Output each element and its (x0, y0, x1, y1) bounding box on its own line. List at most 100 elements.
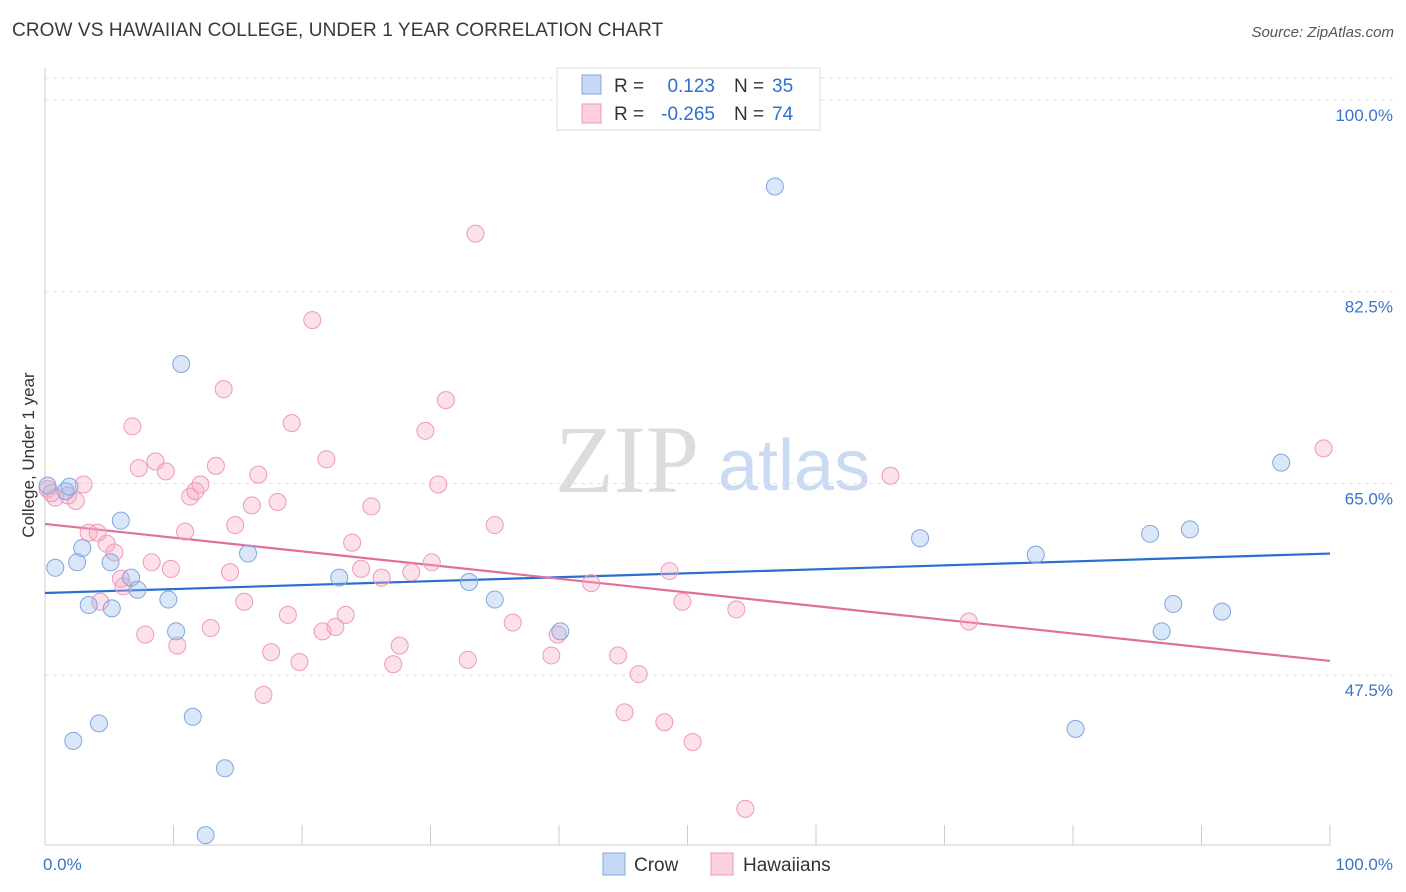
legend-swatch-crow (581, 74, 602, 95)
hawaiians-point-14 (136, 625, 155, 644)
crow-point-3 (64, 731, 83, 750)
crow-point-25 (911, 529, 930, 548)
bottom-legend-swatch-crow (602, 852, 626, 876)
x-tick-label-0: 0.0% (43, 855, 82, 874)
hawaiians-point-44 (352, 559, 371, 578)
legend-hawaiians-n-value: 74 (772, 104, 794, 125)
hawaiians-point-62 (615, 703, 634, 722)
hawaiians-point-60 (582, 574, 601, 593)
legend-hawaiians-r-value: -0.265 (661, 104, 715, 125)
bottom-legend: Crow Hawaiians (602, 852, 831, 876)
legend-crow-n-value: 35 (772, 76, 793, 97)
hawaiians-point-43 (343, 533, 362, 552)
hawaiians-point-17 (156, 462, 175, 481)
hawaiians-point-46 (372, 568, 391, 587)
crow-point-28 (1141, 524, 1160, 543)
crow-point-13 (159, 590, 178, 609)
hawaiians-point-52 (429, 475, 448, 494)
axes (44, 68, 1331, 846)
crow-point-0 (46, 558, 65, 577)
hawaiians-point-55 (466, 224, 485, 243)
hawaiians-point-26 (214, 380, 233, 399)
hawaiians-point-57 (503, 613, 522, 632)
crow-point-2 (60, 477, 79, 496)
hawaiians-point-35 (278, 605, 297, 624)
hawaiians-point-47 (384, 655, 403, 674)
hawaiians-trend-line (44, 522, 1331, 663)
crow-point-10 (111, 511, 130, 530)
crow-point-32 (1213, 602, 1232, 621)
watermark-atlas: atlas (718, 426, 870, 506)
bottom-legend-swatch-hawaiians (710, 852, 734, 876)
hawaiians-point-37 (290, 653, 309, 672)
hawaiians-point-66 (673, 592, 692, 611)
hawaiians-point-65 (660, 562, 679, 581)
hawaiians-points (38, 224, 1333, 818)
crow-point-19 (239, 544, 258, 563)
crow-point-17 (196, 826, 215, 845)
crow-point-23 (551, 622, 570, 641)
chart-source: Source: ZipAtlas.com (1251, 24, 1394, 41)
crow-point-9 (102, 599, 121, 618)
bottom-legend-hawaiians: Hawaiians (743, 855, 831, 876)
crow-point-31 (1180, 520, 1199, 539)
crow-point-33 (1272, 453, 1291, 472)
hawaiians-point-7 (91, 592, 110, 611)
hawaiians-point-51 (422, 553, 441, 572)
hawaiians-point-29 (235, 592, 254, 611)
hawaiians-point-9 (105, 543, 124, 562)
crow-point-29 (1152, 622, 1171, 641)
crow-points (38, 177, 1291, 845)
crow-point-20 (330, 568, 349, 587)
legend-hawaiians-n-label: N = (734, 104, 764, 125)
trend-lines (44, 522, 1331, 663)
tick-labels: 47.5% 65.0% 82.5% 100.0% 0.0% 100.0% (43, 106, 1393, 874)
hawaiians-point-72 (1314, 439, 1333, 458)
grid-lines (45, 77, 1395, 676)
hawaiians-point-27 (221, 563, 240, 582)
legend-crow-r-label: R = (614, 76, 644, 97)
y-axis-label: College, Under 1 year (19, 372, 38, 538)
crow-point-14 (167, 622, 186, 641)
hawaiians-point-59 (548, 625, 567, 644)
y-tick-label-3: 100.0% (1335, 106, 1393, 125)
crow-point-26 (1026, 545, 1045, 564)
crow-point-34 (38, 476, 57, 495)
crow-point-4 (68, 553, 87, 572)
hawaiians-point-42 (336, 605, 355, 624)
hawaiians-point-45 (362, 497, 381, 516)
crow-point-5 (73, 539, 92, 558)
hawaiians-point-61 (609, 646, 628, 665)
top-legend: R = 0.123 N = 35 R = -0.265 N = 74 (556, 67, 821, 131)
watermark-zip: ZIP (555, 406, 699, 513)
crow-point-22 (485, 590, 504, 609)
hawaiians-point-34 (268, 493, 287, 512)
hawaiians-point-30 (242, 496, 261, 515)
legend-swatch-hawaiians (581, 103, 602, 124)
hawaiians-point-23 (191, 475, 210, 494)
hawaiians-point-4 (74, 475, 93, 494)
hawaiians-point-64 (655, 713, 674, 732)
crow-point-30 (1164, 594, 1183, 613)
hawaiians-point-71 (959, 612, 978, 631)
hawaiians-point-49 (402, 563, 421, 582)
hawaiians-point-48 (390, 636, 409, 655)
crow-point-27 (1066, 719, 1085, 738)
legend-crow-r-value: 0.123 (667, 76, 715, 97)
hawaiians-point-12 (123, 417, 142, 436)
bottom-legend-crow: Crow (634, 855, 679, 876)
hawaiians-point-67 (683, 733, 702, 752)
hawaiians-point-36 (282, 414, 301, 433)
hawaiians-point-41 (326, 617, 345, 636)
hawaiians-point-69 (736, 799, 755, 818)
hawaiians-point-21 (181, 487, 200, 506)
hawaiians-point-15 (142, 553, 161, 572)
hawaiians-point-58 (542, 646, 561, 665)
y-tick-label-2: 82.5% (1345, 298, 1393, 317)
hawaiians-point-25 (206, 456, 225, 475)
hawaiians-point-13 (129, 459, 148, 478)
crow-point-15 (172, 354, 191, 373)
hawaiians-point-56 (485, 516, 504, 535)
legend-crow-n-label: N = (734, 76, 764, 97)
hawaiians-point-18 (161, 559, 180, 578)
